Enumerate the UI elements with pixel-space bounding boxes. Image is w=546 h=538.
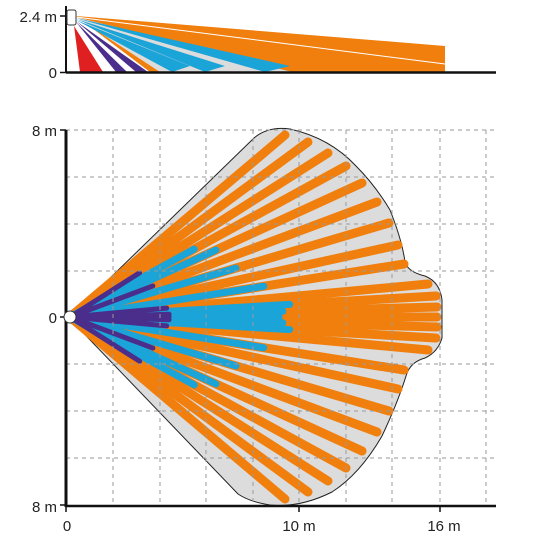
side-purple-beam-1	[76, 21, 148, 72]
x-label-10m: 10 m	[282, 518, 315, 535]
purple-beam	[67, 314, 143, 364]
top-view: 8 m 0 8 m 0 10 m 16 m	[32, 123, 496, 535]
purple-beam	[67, 270, 143, 320]
side-floor-label: 0	[49, 65, 57, 82]
side-view: 2.4 m 0	[19, 6, 496, 82]
side-blue-beam-3	[76, 20, 190, 72]
side-sensor-icon	[66, 9, 77, 26]
side-blue-beam-1	[76, 18, 290, 72]
y-label-bottom: 8 m	[32, 499, 57, 516]
grid-lines	[66, 129, 496, 505]
x-label-16m: 16 m	[427, 518, 460, 535]
purple-beam	[67, 283, 156, 320]
purple-beam	[67, 314, 156, 351]
side-white-gap	[76, 22, 112, 72]
side-height-label: 2.4 m	[19, 9, 57, 26]
side-red-beam	[74, 26, 103, 72]
side-purple-beam-2	[76, 22, 127, 72]
purple-beam	[67, 314, 170, 329]
top-sensor-icon	[63, 310, 77, 324]
side-beam-edge-line	[75, 16, 446, 65]
y-label-zero: 0	[49, 310, 57, 327]
y-label-top: 8 m	[32, 123, 57, 140]
side-blue-beam-2	[76, 19, 225, 72]
orange-beam	[65, 312, 290, 504]
x-label-0: 0	[63, 518, 71, 535]
